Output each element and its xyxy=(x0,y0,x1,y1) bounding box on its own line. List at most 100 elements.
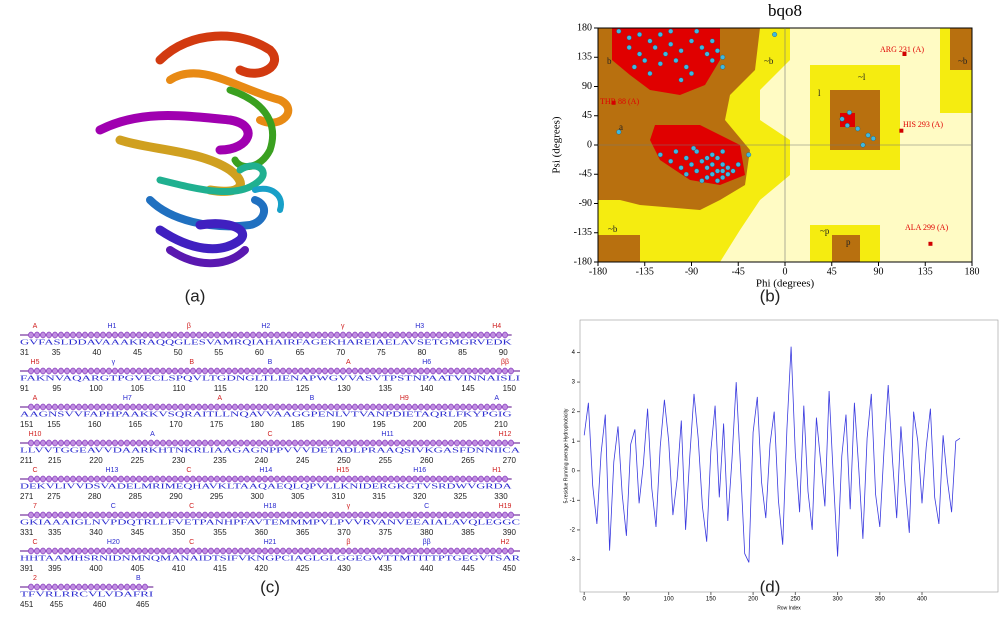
panel-label: (c) xyxy=(260,577,280,596)
annotation: HIS 293 (A) xyxy=(903,120,943,129)
residue-number: 330 xyxy=(494,492,508,501)
residue-number: 40 xyxy=(92,348,101,357)
residue-point xyxy=(699,45,705,51)
residue-number: 445 xyxy=(461,564,475,573)
residue-point xyxy=(683,155,689,161)
residue-number: 195 xyxy=(372,420,386,429)
residue-number: 185 xyxy=(291,420,305,429)
residue-number: 135 xyxy=(379,384,393,393)
residue-point xyxy=(704,174,710,180)
structure-label: H3 xyxy=(415,323,424,330)
helix-coil xyxy=(27,547,515,555)
residue-point xyxy=(652,45,658,51)
residue-number: 155 xyxy=(47,420,61,429)
residue-number: 170 xyxy=(169,420,183,429)
structure-label: H15 xyxy=(336,467,349,474)
structure-label: A xyxy=(217,395,222,402)
residue-point xyxy=(647,70,653,76)
residue-number: 265 xyxy=(461,456,475,465)
y-axis-label: 5-residue Running average Hydrophobicity xyxy=(563,408,569,503)
residue-point xyxy=(678,48,684,54)
residue-point xyxy=(709,161,715,167)
residue-number: 410 xyxy=(172,564,186,573)
residue-number: 220 xyxy=(89,456,103,465)
structure-label: C xyxy=(189,503,194,510)
residue-point xyxy=(709,152,715,158)
residue-number: 230 xyxy=(172,456,186,465)
structure-label: B xyxy=(136,575,141,582)
residue-point xyxy=(637,51,643,57)
helix-coil xyxy=(27,331,509,339)
residue-number: 160 xyxy=(88,420,102,429)
residue-point xyxy=(704,165,710,171)
residue-point xyxy=(720,168,726,174)
y-tick-label: -1 xyxy=(570,498,576,504)
residue-point xyxy=(689,161,695,167)
residue-point xyxy=(714,178,720,184)
residue-number: 70 xyxy=(336,348,345,357)
residue-number: 315 xyxy=(372,492,386,501)
structure-label: H1 xyxy=(107,323,116,330)
residue-point xyxy=(678,165,684,171)
residue-point xyxy=(720,174,726,180)
y-tick-label: 90 xyxy=(582,81,592,92)
residue-number: 365 xyxy=(296,528,310,537)
residue-number: 190 xyxy=(332,420,346,429)
structure-label: C xyxy=(111,503,116,510)
residue-number: 151 xyxy=(20,420,34,429)
region-label: ~b xyxy=(764,56,774,66)
residue-number: 271 xyxy=(20,492,34,501)
residue-point xyxy=(694,28,700,34)
residue-number: 60 xyxy=(255,348,264,357)
panel-label: (d) xyxy=(760,577,781,596)
x-tick-label: 400 xyxy=(917,597,928,603)
sequence: GKIAAAIGLNVPDQTRLLFVETPANHPFAVTEMMMPVLPV… xyxy=(20,518,520,527)
structure-label: C xyxy=(32,539,37,546)
residue-number: 150 xyxy=(503,384,517,393)
structure-label: A xyxy=(494,395,499,402)
sequence: DEKVLIVVDSVADELMRIMEQHAVKLTAAQAEQLQPVLLK… xyxy=(20,482,513,491)
helix-coil xyxy=(27,583,149,591)
x-tick-label: -90 xyxy=(685,266,698,277)
residue-number: 435 xyxy=(379,564,393,573)
residue-number: 125 xyxy=(296,384,310,393)
residue-point xyxy=(730,168,736,174)
residue-number: 95 xyxy=(52,384,61,393)
residue-number: 420 xyxy=(255,564,269,573)
residue-number: 85 xyxy=(458,348,467,357)
residue-number: 465 xyxy=(136,600,150,609)
structure-label: B xyxy=(310,395,315,402)
residue-number: 400 xyxy=(89,564,103,573)
hydrophobicity-line xyxy=(583,346,961,563)
residue-number: 110 xyxy=(173,384,186,393)
residue-number: 210 xyxy=(494,420,508,429)
residue-point xyxy=(699,178,705,184)
structure-label: H21 xyxy=(264,539,277,546)
residue-number: 35 xyxy=(52,348,61,357)
outlier-point xyxy=(899,128,904,133)
residue-point xyxy=(699,158,705,164)
residue-number: 450 xyxy=(503,564,517,573)
structure-label: H6 xyxy=(422,359,431,366)
residue-number: 375 xyxy=(379,528,393,537)
residue-number: 305 xyxy=(291,492,305,501)
residue-point xyxy=(855,126,861,132)
y-tick-label: 2 xyxy=(572,409,576,415)
residue-number: 310 xyxy=(332,492,346,501)
structure-label: 7 xyxy=(33,503,37,510)
residue-number: 415 xyxy=(213,564,227,573)
residue-number: 215 xyxy=(48,456,62,465)
x-tick-label: 350 xyxy=(875,597,886,603)
residue-number: 430 xyxy=(337,564,351,573)
residue-point xyxy=(720,54,726,60)
residue-point xyxy=(844,122,850,128)
structure-label: H12 xyxy=(499,431,512,438)
residue-number: 45 xyxy=(133,348,142,357)
residue-point xyxy=(720,64,726,70)
y-tick-label: -135 xyxy=(574,227,592,238)
residue-number: 380 xyxy=(420,528,434,537)
structure-label: ββ xyxy=(501,359,509,366)
residue-point xyxy=(865,132,871,138)
residue-number: 100 xyxy=(89,384,103,393)
outlier-point xyxy=(928,241,933,246)
